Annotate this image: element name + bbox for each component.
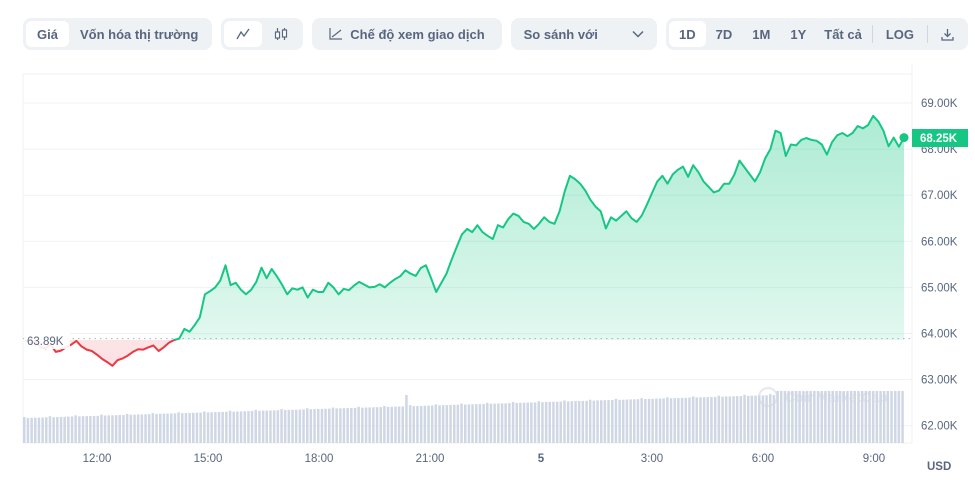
log-scale-toggle[interactable]: LOG: [885, 26, 914, 42]
download-icon: [941, 28, 954, 41]
watermark: CoinMarketCap: [758, 387, 888, 407]
range-7d[interactable]: 7D: [715, 26, 733, 42]
svg-text:69.00K: 69.00K: [921, 98, 958, 110]
svg-text:63.00K: 63.00K: [921, 375, 958, 387]
svg-text:64.00K: 64.00K: [921, 329, 958, 341]
trading-view-button[interactable]: Chế độ xem giao dịch: [315, 21, 498, 47]
chart-toolbar: Giá Vốn hóa thị trường Chế độ xem giao d…: [23, 18, 968, 50]
line-chart-icon: [236, 28, 250, 40]
svg-text:62.00K: 62.00K: [921, 421, 958, 433]
svg-text:3:00: 3:00: [641, 453, 663, 465]
line-chart-button[interactable]: [224, 21, 263, 47]
compare-label: So sánh với: [523, 26, 598, 42]
range-all[interactable]: Tất cả: [824, 26, 862, 42]
range-1y[interactable]: 1Y: [790, 26, 807, 42]
trading-view-group: Chế độ xem giao dịch: [312, 18, 502, 50]
svg-text:5: 5: [538, 453, 545, 465]
tab-price[interactable]: Giá: [26, 21, 69, 47]
chart-type-tabs: Giá Vốn hóa thị trường: [23, 18, 213, 50]
tab-market-cap[interactable]: Vốn hóa thị trường: [79, 26, 199, 42]
baseline-label: 63.89K: [24, 333, 70, 349]
svg-text:12:00: 12:00: [83, 453, 112, 465]
volume-bars: [23, 391, 904, 444]
svg-text:68.25K: 68.25K: [920, 133, 958, 145]
range-1m[interactable]: 1M: [752, 26, 771, 42]
svg-text:18:00: 18:00: [305, 453, 334, 465]
compare-dropdown[interactable]: So sánh với: [510, 18, 658, 50]
svg-text:21:00: 21:00: [416, 453, 445, 465]
svg-text:66.00K: 66.00K: [921, 236, 958, 248]
svg-text:6:00: 6:00: [752, 453, 774, 465]
candlestick-icon: [275, 28, 288, 40]
download-button[interactable]: [930, 21, 965, 47]
range-selector: 1D 7D 1M 1Y Tất cả LOG: [666, 18, 968, 50]
trading-view-label: Chế độ xem giao dịch: [350, 26, 485, 42]
y-axis: 69.00K 68.00K 67.00K 66.00K 65.00K 64.00K 63.0…: [921, 98, 958, 433]
range-1d[interactable]: 1D: [669, 21, 706, 47]
svg-text:67.00K: 67.00K: [921, 190, 958, 202]
svg-text:63.89K: 63.89K: [27, 336, 64, 348]
x-axis: 12:00 15:00 18:00 21:00 5 3:00 6:00 9:00: [83, 453, 886, 465]
chevron-down-icon: [632, 30, 644, 38]
svg-text:9:00: 9:00: [863, 453, 885, 465]
divider: [927, 25, 928, 43]
svg-text:65.00K: 65.00K: [921, 282, 958, 294]
svg-text:CoinMarketCap: CoinMarketCap: [785, 389, 888, 405]
candlestick-button[interactable]: [262, 21, 300, 47]
svg-text:15:00: 15:00: [194, 453, 223, 465]
current-price-tag: 68.25K: [912, 129, 968, 147]
chart-style-toggle: [221, 18, 304, 50]
trading-view-icon: [329, 28, 343, 40]
currency-label: USD: [927, 461, 951, 473]
divider: [871, 25, 873, 43]
svg-text:68.00K: 68.00K: [921, 144, 958, 156]
